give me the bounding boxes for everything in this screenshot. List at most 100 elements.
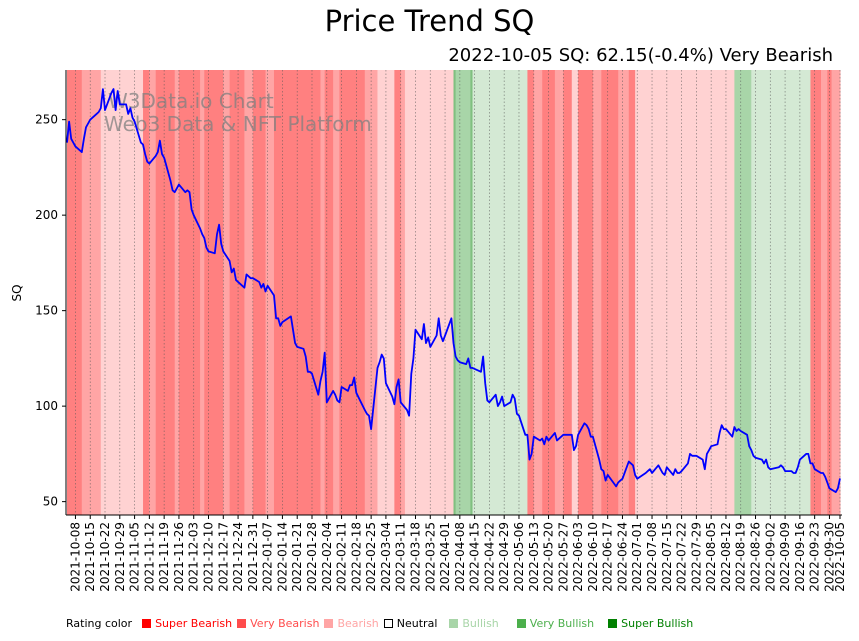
x-tick-label: 2021-12-17 [216, 522, 230, 592]
x-tick-label: 2022-10-05 [833, 522, 847, 592]
rating-bands [67, 70, 841, 515]
x-tick-label: 2022-09-09 [778, 522, 792, 592]
x-tick-label: 2022-04-01 [438, 522, 452, 592]
rating-band-bearish [81, 70, 102, 515]
rating-band-neutral-red [571, 70, 579, 515]
rating-band-neutral-red [100, 70, 119, 515]
rating-band-very-bearish [143, 70, 150, 515]
rating-band-very-bullish [453, 70, 457, 515]
x-tick-label: 2022-05-06 [512, 522, 526, 592]
rating-band-neutral-red [377, 70, 395, 515]
rating-band-bullish-mid [734, 70, 752, 515]
rating-band-very-bearish [628, 70, 636, 515]
grid-lines [75, 70, 841, 515]
legend-item: Bullish [449, 617, 500, 630]
chart-subtitle: 2022-10-05 SQ: 62.15(-0.4%) Very Bearish [448, 45, 833, 66]
x-tick-label: 2022-07-01 [630, 522, 644, 592]
rating-band-neutral-red [404, 70, 454, 515]
x-tick-label: 2022-06-03 [571, 522, 585, 592]
x-tick-label: 2022-03-25 [423, 522, 437, 592]
x-tick-label: 2022-08-26 [749, 522, 763, 592]
x-tick-label: 2022-04-29 [497, 522, 511, 592]
x-tick-label: 2022-03-04 [379, 522, 393, 592]
x-tick-label: 2022-06-24 [615, 522, 629, 592]
rating-band-bearish [265, 70, 275, 515]
rating-band-bearish [400, 70, 406, 515]
rating-band-very-bearish [827, 70, 833, 515]
rating-band-neutral-red [117, 70, 144, 515]
legend-swatch [324, 619, 334, 628]
x-tick-label: 2022-08-05 [704, 522, 718, 592]
watermark: W3Data.io Chart Web3 Data & NFT Platform [104, 89, 372, 136]
legend-title: Rating color [66, 617, 133, 630]
rating-band-very-bearish [324, 70, 334, 515]
x-tick-label: 2022-09-23 [808, 522, 822, 592]
rating-band-very-bearish [810, 70, 822, 515]
x-tick-label: 2022-07-15 [660, 522, 674, 592]
y-tick-label: 150 [35, 304, 58, 318]
rating-band-very-bearish [67, 70, 72, 515]
legend-swatch [608, 619, 618, 628]
rating-band-bearish [200, 70, 205, 515]
x-tick-label: 2022-07-29 [689, 522, 703, 592]
price-series [66, 88, 841, 494]
rating-band-very-bearish [155, 70, 176, 515]
x-tick-label: 2022-02-18 [349, 522, 363, 592]
legend-item: Very Bearish [237, 617, 321, 630]
rating-band-super-bearish-light [71, 70, 83, 515]
legend-label: Very Bullish [529, 617, 595, 630]
legend-label: Super Bearish [155, 617, 233, 630]
legend-swatch [237, 619, 247, 628]
rating-band-bearish [333, 70, 340, 515]
x-tick-label: 2022-07-08 [645, 522, 659, 592]
rating-band-very-bearish [527, 70, 535, 515]
x-tick-label: 2021-12-10 [202, 522, 216, 592]
rating-band-very-bearish [204, 70, 224, 515]
x-tick-label: 2022-06-17 [601, 522, 615, 592]
rating-band-very-bearish [578, 70, 594, 515]
x-tick-label: 2022-03-11 [394, 522, 408, 592]
x-tick-label: 2022-05-20 [542, 522, 556, 592]
x-tick-label: 2021-11-26 [172, 522, 186, 592]
x-tick-label: 2022-01-14 [275, 522, 289, 592]
legend-label: Neutral [396, 617, 438, 630]
x-tick-label: 2022-02-04 [320, 522, 334, 592]
rating-band-very-bearish [542, 70, 556, 515]
y-tick-label: 100 [35, 399, 58, 413]
axes: 2021-10-08 2021-10-15 2021-10-22 2021-10-29… [35, 70, 847, 592]
y-tick-label: 200 [35, 208, 58, 222]
rating-band-bullish [751, 70, 811, 515]
x-tick-label: 2022-08-12 [719, 522, 733, 592]
legend-swatch [383, 619, 393, 628]
rating-band-very-bullish [470, 70, 474, 515]
y-tick-label: 50 [43, 495, 58, 509]
rating-band-bullish [472, 70, 528, 515]
rating-band-very-bearish [178, 70, 201, 515]
x-tick-label: 2022-01-07 [261, 522, 275, 592]
rating-band-bearish [533, 70, 543, 515]
x-tick-label: 2021-12-31 [246, 522, 260, 592]
legend-item: Neutral [383, 617, 440, 630]
rating-band-bearish [592, 70, 602, 515]
watermark-line-1: W3Data.io Chart [108, 89, 274, 113]
rating-band-bearish [364, 70, 378, 515]
x-tick-label: 2022-02-11 [335, 522, 349, 592]
rating-band-very-bearish [394, 70, 402, 515]
legend-label: Bullish [462, 617, 499, 630]
x-tick-label: 2022-01-28 [305, 522, 319, 592]
legend-swatch [516, 619, 526, 628]
legend-item: Very Bullish [516, 617, 596, 630]
rating-band-very-bearish [229, 70, 245, 515]
legend-label: Super Bullish [621, 617, 694, 630]
rating-band-bearish [149, 70, 157, 515]
rating-band-very-bearish [339, 70, 366, 515]
x-tick-label: 2022-04-08 [453, 522, 467, 592]
legend-label: Bearish [337, 617, 379, 630]
y-axis-label: SQ [10, 284, 24, 301]
x-tick-label: 2022-04-22 [482, 522, 496, 592]
x-tick-label: 2022-04-15 [468, 522, 482, 592]
rating-legend: Rating color Super Bearish Very Bearish Be… [66, 617, 698, 630]
rating-band-bearish [174, 70, 180, 515]
y-tick-label: 250 [35, 113, 58, 127]
